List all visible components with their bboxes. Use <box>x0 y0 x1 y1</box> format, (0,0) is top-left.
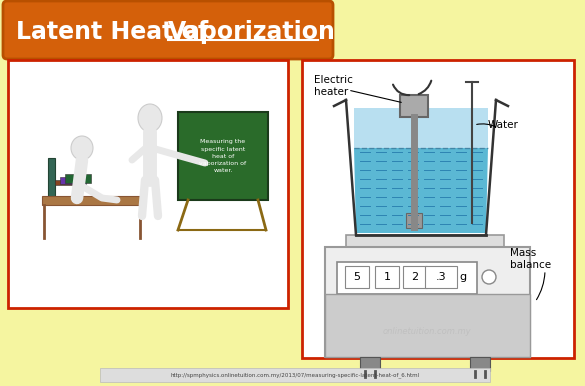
Text: 1: 1 <box>384 272 391 282</box>
Bar <box>60 177 86 184</box>
Bar <box>55 180 81 185</box>
Bar <box>400 95 428 117</box>
Bar <box>346 235 504 247</box>
Bar <box>403 266 427 288</box>
Polygon shape <box>144 134 156 172</box>
Bar <box>302 60 574 358</box>
Bar <box>425 266 457 288</box>
Bar <box>8 60 288 308</box>
Text: onlinetuition.com.my: onlinetuition.com.my <box>383 327 472 337</box>
Ellipse shape <box>71 136 93 160</box>
Text: 2: 2 <box>411 272 418 282</box>
Text: Latent Heat of: Latent Heat of <box>16 20 216 44</box>
Ellipse shape <box>482 270 496 284</box>
Bar <box>360 357 380 371</box>
Bar <box>65 174 91 183</box>
Text: g: g <box>459 272 467 282</box>
Text: .3: .3 <box>436 272 446 282</box>
Bar <box>178 112 268 200</box>
Bar <box>470 357 490 371</box>
Bar <box>325 247 530 357</box>
Text: Electric
heater: Electric heater <box>314 75 353 96</box>
Bar <box>406 213 422 228</box>
Text: 5: 5 <box>353 272 360 282</box>
Bar <box>375 266 399 288</box>
Text: Water: Water <box>488 120 519 130</box>
Bar <box>100 368 490 382</box>
Bar <box>48 158 55 200</box>
Text: Mass
balance: Mass balance <box>510 248 551 269</box>
Text: http://spmphysics.onlinetuition.com.my/2013/07/measuring-specific-latent-heat-of: http://spmphysics.onlinetuition.com.my/2… <box>170 372 419 378</box>
Text: Vaporization: Vaporization <box>168 20 336 44</box>
Bar <box>42 196 142 205</box>
Text: Measuring the
specific latent
heat of
vaporization of
water.: Measuring the specific latent heat of va… <box>199 139 246 173</box>
Polygon shape <box>354 148 488 233</box>
Bar <box>345 266 369 288</box>
Polygon shape <box>354 108 488 148</box>
Bar <box>337 262 477 294</box>
FancyBboxPatch shape <box>3 1 333 59</box>
Ellipse shape <box>138 104 162 132</box>
Bar <box>325 294 530 357</box>
